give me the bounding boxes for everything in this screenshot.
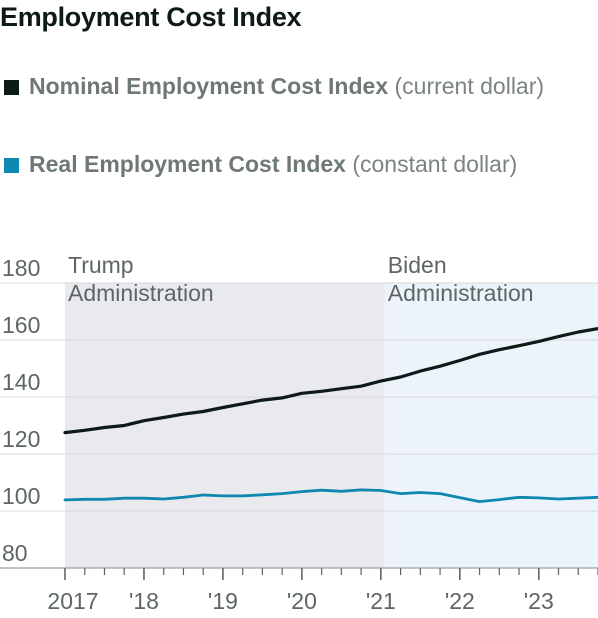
legend-label-real: Real Employment Cost Index <box>29 151 346 177</box>
y-tick-label-120: 120 <box>2 426 40 452</box>
legend-swatch-real <box>4 158 19 173</box>
y-tick-label-160: 160 <box>2 312 40 338</box>
x-tick-label-'22: '22 <box>445 588 475 614</box>
x-tick-label-'21: '21 <box>366 588 396 614</box>
region-label-line1-0: Trump <box>68 252 134 278</box>
legend-item-nominal: Nominal Employment Cost Index (current d… <box>0 70 598 103</box>
x-tick-label-'23: '23 <box>524 588 554 614</box>
x-tick-label-'19: '19 <box>208 588 238 614</box>
y-tick-label-140: 140 <box>2 369 40 395</box>
y-tick-label-180: 180 <box>2 255 40 281</box>
series-line-real <box>63 488 598 504</box>
x-tick-label-2017: 2017 <box>47 588 98 614</box>
chart-title: Employment Cost Index <box>0 2 302 32</box>
region-label-line1-1: Biden <box>388 252 447 278</box>
y-tick-label-80: 80 <box>2 540 28 566</box>
region-label-line2-0: Administration <box>68 280 214 306</box>
region-label-line2-1: Administration <box>388 280 534 306</box>
shaded-region-1 <box>384 283 598 568</box>
x-tick-label-'18: '18 <box>129 588 159 614</box>
legend-note-real: (constant dollar) <box>352 151 518 177</box>
x-tick-label-'20: '20 <box>287 588 317 614</box>
series-line-nominal <box>63 327 598 435</box>
legend-label-nominal: Nominal Employment Cost Index <box>29 73 389 99</box>
legend-note-nominal: (current dollar) <box>394 73 545 99</box>
y-tick-label-100: 100 <box>2 483 40 509</box>
legend-item-real: Real Employment Cost Index (constant dol… <box>0 148 598 181</box>
legend-swatch-nominal <box>4 80 19 95</box>
